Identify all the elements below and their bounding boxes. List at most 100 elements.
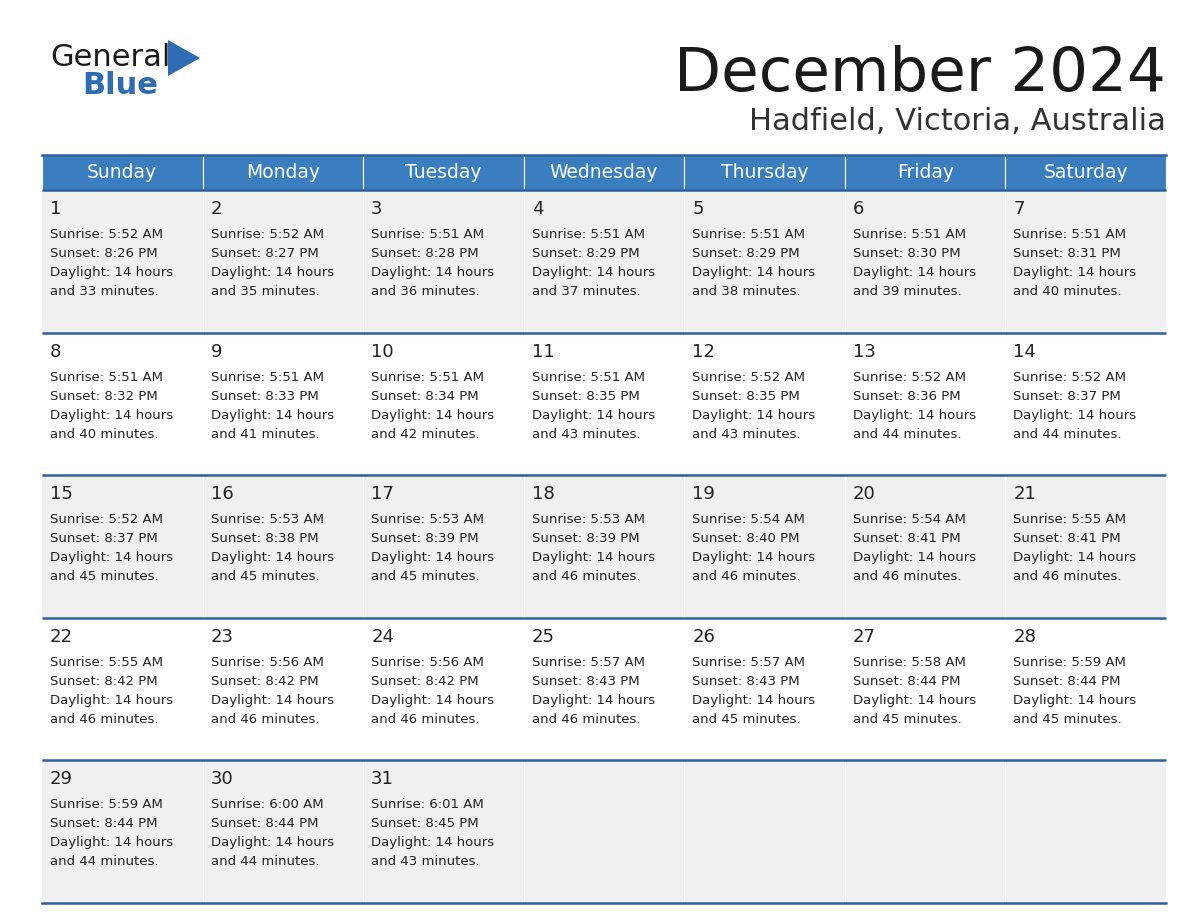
Text: and 45 minutes.: and 45 minutes. — [853, 712, 961, 726]
Text: 26: 26 — [693, 628, 715, 645]
Text: and 45 minutes.: and 45 minutes. — [50, 570, 159, 583]
Text: Sunrise: 5:59 AM: Sunrise: 5:59 AM — [50, 799, 163, 812]
Text: and 45 minutes.: and 45 minutes. — [371, 570, 480, 583]
Text: Sunset: 8:43 PM: Sunset: 8:43 PM — [532, 675, 639, 688]
Text: Daylight: 14 hours: Daylight: 14 hours — [371, 409, 494, 421]
Text: Sunset: 8:29 PM: Sunset: 8:29 PM — [693, 247, 800, 260]
Text: 16: 16 — [210, 486, 233, 503]
Text: 6: 6 — [853, 200, 864, 218]
Text: 1: 1 — [50, 200, 62, 218]
Text: 30: 30 — [210, 770, 233, 789]
Text: and 39 minutes.: and 39 minutes. — [853, 285, 961, 298]
Text: Daylight: 14 hours: Daylight: 14 hours — [50, 694, 173, 707]
Text: and 46 minutes.: and 46 minutes. — [532, 570, 640, 583]
Text: Sunset: 8:42 PM: Sunset: 8:42 PM — [371, 675, 479, 688]
Text: 17: 17 — [371, 486, 394, 503]
Text: Sunset: 8:44 PM: Sunset: 8:44 PM — [210, 817, 318, 831]
Text: Sunrise: 5:51 AM: Sunrise: 5:51 AM — [532, 371, 645, 384]
Text: and 45 minutes.: and 45 minutes. — [210, 570, 320, 583]
Text: Sunrise: 5:52 AM: Sunrise: 5:52 AM — [693, 371, 805, 384]
Text: Sunset: 8:35 PM: Sunset: 8:35 PM — [693, 389, 800, 403]
Text: Sunset: 8:29 PM: Sunset: 8:29 PM — [532, 247, 639, 260]
Text: 11: 11 — [532, 342, 555, 361]
Text: Daylight: 14 hours: Daylight: 14 hours — [210, 266, 334, 279]
Text: Daylight: 14 hours: Daylight: 14 hours — [1013, 266, 1137, 279]
Text: Tuesday: Tuesday — [405, 163, 481, 182]
Text: and 46 minutes.: and 46 minutes. — [532, 712, 640, 726]
Polygon shape — [168, 40, 200, 76]
Text: Daylight: 14 hours: Daylight: 14 hours — [50, 551, 173, 565]
Text: General: General — [50, 43, 170, 73]
Text: and 43 minutes.: and 43 minutes. — [371, 856, 480, 868]
Text: Sunset: 8:39 PM: Sunset: 8:39 PM — [532, 532, 639, 545]
Text: Sunrise: 5:54 AM: Sunrise: 5:54 AM — [693, 513, 805, 526]
Text: and 46 minutes.: and 46 minutes. — [1013, 570, 1121, 583]
Text: Sunrise: 5:56 AM: Sunrise: 5:56 AM — [210, 655, 323, 669]
Text: 14: 14 — [1013, 342, 1036, 361]
Text: Sunrise: 5:51 AM: Sunrise: 5:51 AM — [50, 371, 163, 384]
Text: Daylight: 14 hours: Daylight: 14 hours — [853, 409, 977, 421]
Text: Sunrise: 5:57 AM: Sunrise: 5:57 AM — [532, 655, 645, 669]
Text: Daylight: 14 hours: Daylight: 14 hours — [210, 409, 334, 421]
Text: Sunrise: 5:51 AM: Sunrise: 5:51 AM — [853, 228, 966, 241]
Text: Daylight: 14 hours: Daylight: 14 hours — [50, 409, 173, 421]
Text: Wednesday: Wednesday — [550, 163, 658, 182]
Text: 13: 13 — [853, 342, 876, 361]
Text: Daylight: 14 hours: Daylight: 14 hours — [853, 266, 977, 279]
Bar — [364, 155, 524, 190]
Bar — [203, 155, 364, 190]
Text: Sunrise: 5:51 AM: Sunrise: 5:51 AM — [532, 228, 645, 241]
Text: Sunrise: 5:51 AM: Sunrise: 5:51 AM — [371, 371, 485, 384]
Text: Blue: Blue — [82, 72, 158, 100]
Text: 8: 8 — [50, 342, 62, 361]
Text: Daylight: 14 hours: Daylight: 14 hours — [693, 266, 815, 279]
Text: Daylight: 14 hours: Daylight: 14 hours — [50, 266, 173, 279]
Bar — [684, 155, 845, 190]
Text: Sunrise: 5:55 AM: Sunrise: 5:55 AM — [1013, 513, 1126, 526]
Text: 2: 2 — [210, 200, 222, 218]
Text: Sunset: 8:45 PM: Sunset: 8:45 PM — [371, 817, 479, 831]
Text: Daylight: 14 hours: Daylight: 14 hours — [210, 694, 334, 707]
Text: Daylight: 14 hours: Daylight: 14 hours — [1013, 409, 1137, 421]
Text: and 44 minutes.: and 44 minutes. — [853, 428, 961, 441]
Text: Sunrise: 5:53 AM: Sunrise: 5:53 AM — [371, 513, 485, 526]
Text: Sunset: 8:38 PM: Sunset: 8:38 PM — [210, 532, 318, 545]
Text: Sunrise: 5:55 AM: Sunrise: 5:55 AM — [50, 655, 163, 669]
Text: and 44 minutes.: and 44 minutes. — [1013, 428, 1121, 441]
Text: Sunrise: 5:54 AM: Sunrise: 5:54 AM — [853, 513, 966, 526]
Text: Sunrise: 5:56 AM: Sunrise: 5:56 AM — [371, 655, 484, 669]
Text: 29: 29 — [50, 770, 72, 789]
Text: Daylight: 14 hours: Daylight: 14 hours — [532, 409, 655, 421]
Text: and 38 minutes.: and 38 minutes. — [693, 285, 801, 298]
Text: 24: 24 — [371, 628, 394, 645]
Text: Daylight: 14 hours: Daylight: 14 hours — [371, 266, 494, 279]
Text: 3: 3 — [371, 200, 383, 218]
Text: and 35 minutes.: and 35 minutes. — [210, 285, 320, 298]
Bar — [42, 760, 1165, 903]
Text: and 45 minutes.: and 45 minutes. — [693, 712, 801, 726]
Text: and 46 minutes.: and 46 minutes. — [853, 570, 961, 583]
Text: 20: 20 — [853, 486, 876, 503]
Text: Sunset: 8:39 PM: Sunset: 8:39 PM — [371, 532, 479, 545]
Text: and 43 minutes.: and 43 minutes. — [693, 428, 801, 441]
Text: Sunset: 8:34 PM: Sunset: 8:34 PM — [371, 389, 479, 403]
Text: Sunrise: 5:51 AM: Sunrise: 5:51 AM — [210, 371, 323, 384]
Text: Daylight: 14 hours: Daylight: 14 hours — [693, 409, 815, 421]
Text: 28: 28 — [1013, 628, 1036, 645]
Text: Friday: Friday — [897, 163, 954, 182]
Text: and 40 minutes.: and 40 minutes. — [1013, 285, 1121, 298]
Text: 19: 19 — [693, 486, 715, 503]
Text: Daylight: 14 hours: Daylight: 14 hours — [210, 836, 334, 849]
Text: and 46 minutes.: and 46 minutes. — [210, 712, 320, 726]
Text: 23: 23 — [210, 628, 234, 645]
Text: Daylight: 14 hours: Daylight: 14 hours — [210, 551, 334, 565]
Text: Monday: Monday — [246, 163, 320, 182]
Text: 15: 15 — [50, 486, 72, 503]
Text: Sunday: Sunday — [87, 163, 157, 182]
Bar — [42, 476, 1165, 618]
Bar — [42, 618, 1165, 760]
Text: and 33 minutes.: and 33 minutes. — [50, 285, 159, 298]
Text: Sunset: 8:44 PM: Sunset: 8:44 PM — [1013, 675, 1121, 688]
Text: Daylight: 14 hours: Daylight: 14 hours — [532, 694, 655, 707]
Text: Daylight: 14 hours: Daylight: 14 hours — [532, 266, 655, 279]
